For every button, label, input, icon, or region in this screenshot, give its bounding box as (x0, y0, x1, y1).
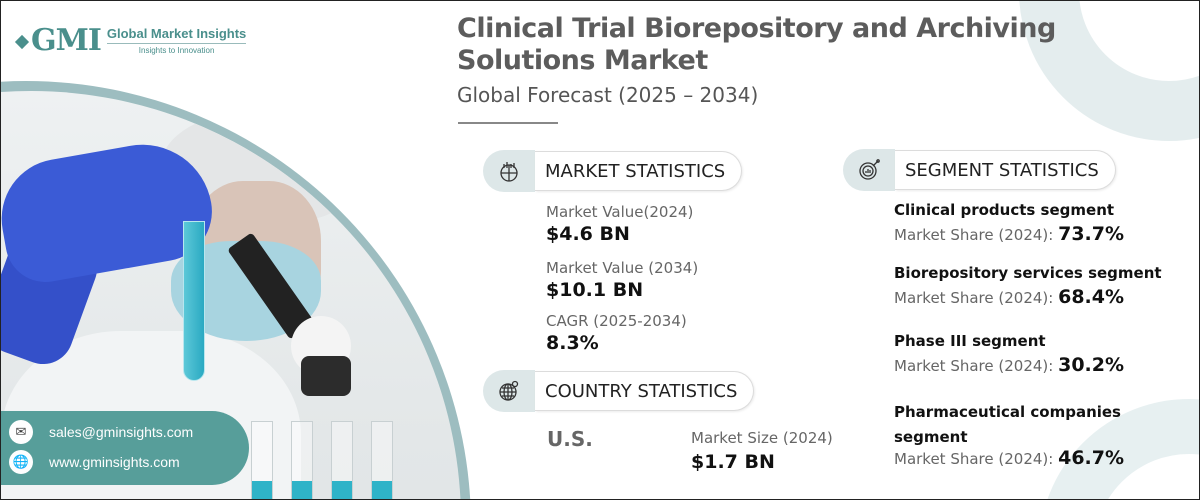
contact-website[interactable]: 🌐 www.gminsights.com (9, 447, 249, 477)
country-statistics-header: COUNTRY STATISTICS (483, 370, 755, 412)
contact-email[interactable]: ✉ sales@gminsights.com (9, 417, 249, 447)
market-statistics-title: MARKET STATISTICS (535, 151, 743, 191)
segment-share: Market Share (2024): 46.7% (894, 447, 1125, 469)
email-link[interactable]: sales@gminsights.com (49, 424, 194, 440)
page-title: Clinical Trial Biorepository and Archivi… (457, 13, 1056, 76)
market-statistics-header: MARKET STATISTICS (483, 150, 743, 192)
segment-name: Pharmaceutical companies segment (894, 403, 1121, 446)
segment-name: Phase III segment (894, 332, 1046, 350)
country-statistics-title: COUNTRY STATISTICS (535, 371, 755, 411)
country-market-size-label: Market Size (2024) (691, 429, 833, 447)
lab-scientist-image (1, 91, 461, 499)
page-subtitle: Global Forecast (2025 – 2034) (457, 83, 759, 107)
title-divider (458, 122, 558, 124)
cagr-value: 8.3% (546, 332, 599, 354)
envelope-icon: ✉ (9, 420, 33, 444)
market-value-2024-label: Market Value(2024) (546, 203, 694, 221)
segment-statistics-title: SEGMENT STATISTICS (895, 150, 1116, 190)
target-chart-icon (843, 149, 895, 191)
country-name: U.S. (547, 427, 593, 451)
segment-share: Market Share (2024): 68.4% (894, 286, 1125, 308)
segment-name: Biorepository services segment (894, 264, 1162, 282)
country-market-size: $1.7 BN (691, 451, 775, 473)
logo-mark: GMI (14, 23, 102, 58)
market-value-2034-label: Market Value (2034) (546, 259, 699, 277)
globe-icon: 🌐 (9, 450, 33, 474)
segment-share: Market Share (2024): 73.7% (894, 223, 1125, 245)
brand-logo[interactable]: GMI Global Market Insights Insights to I… (14, 23, 247, 58)
segment-statistics-header: SEGMENT STATISTICS (843, 149, 1116, 191)
website-link[interactable]: www.gminsights.com (49, 454, 180, 470)
cagr-label: CAGR (2025-2034) (546, 312, 687, 330)
segment-name: Clinical products segment (894, 201, 1115, 219)
contact-panel: ✉ sales@gminsights.com 🌐 www.gminsights.… (1, 411, 249, 485)
market-value-2034: $10.1 BN (546, 279, 644, 301)
segment-share: Market Share (2024): 30.2% (894, 354, 1125, 376)
chart-globe-icon (483, 150, 535, 192)
brand-tagline: Insights to Innovation (138, 46, 215, 55)
brand-name: Global Market Insights (106, 26, 247, 44)
globe-pin-icon (483, 370, 535, 412)
market-value-2024: $4.6 BN (546, 223, 630, 245)
